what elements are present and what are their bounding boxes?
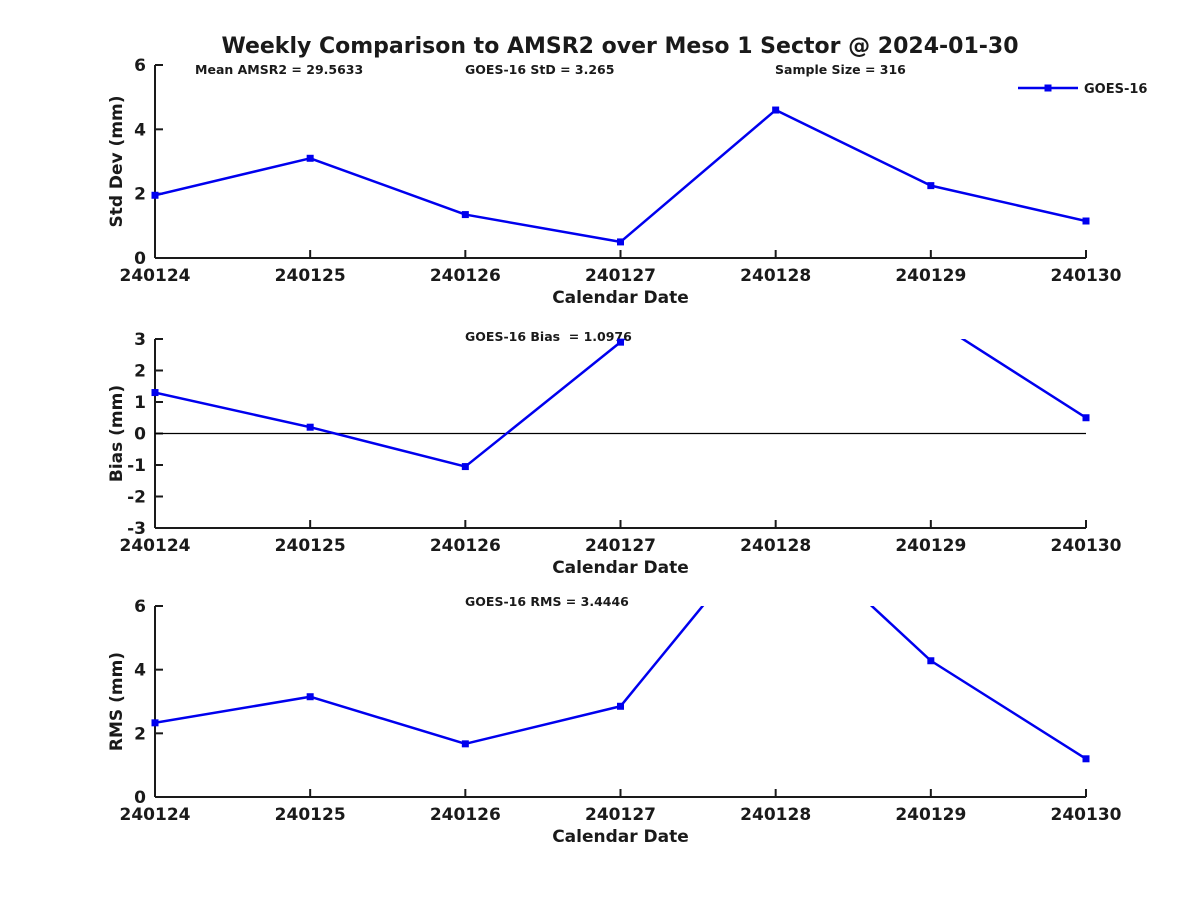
data-point-marker [306, 423, 314, 431]
annotation-text: Sample Size = 316 [775, 62, 906, 77]
legend: GOES-16 [1018, 82, 1147, 97]
data-point-marker [617, 338, 624, 346]
data-point-marker [772, 106, 780, 114]
x-tick-label: 240128 [740, 266, 811, 286]
x-tick-label: 240124 [120, 805, 191, 825]
y-axis-title: Bias (mm) [107, 385, 127, 482]
data-point-marker [617, 702, 624, 710]
data-point-marker [461, 463, 469, 471]
legend-marker [1044, 84, 1052, 92]
y-tick-label: 0 [134, 788, 146, 808]
data-point-marker [306, 693, 314, 701]
subplot-rms: 0 2 4 6 240124 240125 240126 240127 240128 240129… [107, 594, 1122, 847]
y-tick-label: -2 [127, 488, 146, 508]
x-axis-title: Calendar Date [552, 558, 689, 578]
annotation-text: Mean AMSR2 = 29.5633 [195, 62, 363, 77]
x-tick-label: 240126 [430, 266, 501, 286]
x-tick-label: 240130 [1051, 805, 1122, 825]
x-tick-label: 240128 [740, 536, 811, 556]
x-tick-label: 240129 [895, 266, 966, 286]
y-tick-label: -3 [127, 519, 146, 539]
data-point-marker [151, 191, 159, 199]
y-axis-title: RMS (mm) [107, 652, 127, 751]
y-tick-label: 4 [134, 661, 146, 681]
x-tick-label: 240125 [275, 266, 346, 286]
y-tick-label: -1 [127, 456, 146, 476]
x-tick-label: 240124 [120, 536, 191, 556]
x-tick-label: 240129 [895, 536, 966, 556]
data-point-marker [1082, 217, 1090, 225]
y-tick-label: 0 [134, 425, 146, 445]
x-tick-label: 240127 [585, 805, 656, 825]
x-tick-label: 240128 [740, 805, 811, 825]
x-axis-title: Calendar Date [552, 288, 689, 308]
data-point-marker [151, 719, 159, 727]
x-tick-label: 240130 [1051, 536, 1122, 556]
y-tick-label: 3 [134, 330, 146, 350]
legend-label: GOES-16 [1084, 82, 1147, 97]
x-tick-label: 240130 [1051, 266, 1122, 286]
y-tick-label: 4 [134, 120, 146, 140]
annotation-text: GOES-16 Bias = 1.0976 [465, 329, 632, 344]
x-tick-label: 240127 [585, 536, 656, 556]
data-point-marker [1082, 755, 1090, 763]
x-tick-label: 240126 [430, 805, 501, 825]
x-tick-label: 240127 [585, 266, 656, 286]
subplot-std-dev: 0 2 4 6 240124 240125 240126 240127 240128 240129… [107, 56, 1147, 308]
data-point-marker [927, 657, 935, 665]
x-tick-label: 240125 [275, 805, 346, 825]
y-axis-title: Std Dev (mm) [107, 95, 127, 227]
data-point-marker [151, 389, 159, 397]
y-tick-label: 0 [134, 249, 146, 269]
data-point-marker [461, 740, 469, 748]
annotation-text: GOES-16 StD = 3.265 [465, 62, 614, 77]
x-axis-title: Calendar Date [552, 827, 689, 847]
x-tick-label: 240126 [430, 536, 501, 556]
x-tick-label: 240125 [275, 536, 346, 556]
y-tick-label: 2 [134, 724, 146, 744]
y-tick-label: 6 [134, 597, 146, 617]
y-tick-label: 2 [134, 362, 146, 382]
y-tick-label: 6 [134, 56, 146, 76]
y-tick-label: 2 [134, 185, 146, 205]
data-point-marker [927, 182, 935, 190]
x-tick-label: 240124 [120, 266, 191, 286]
series-line [155, 108, 1086, 244]
data-point-marker [1082, 414, 1090, 422]
figure-title: Weekly Comparison to AMSR2 over Meso 1 S… [221, 34, 1018, 59]
data-point-marker [461, 211, 469, 219]
y-tick-label: 1 [134, 393, 146, 413]
x-tick-label: 240129 [895, 805, 966, 825]
data-point-marker [617, 238, 624, 246]
annotation-text: GOES-16 RMS = 3.4446 [465, 594, 629, 609]
data-point-marker [306, 154, 314, 162]
